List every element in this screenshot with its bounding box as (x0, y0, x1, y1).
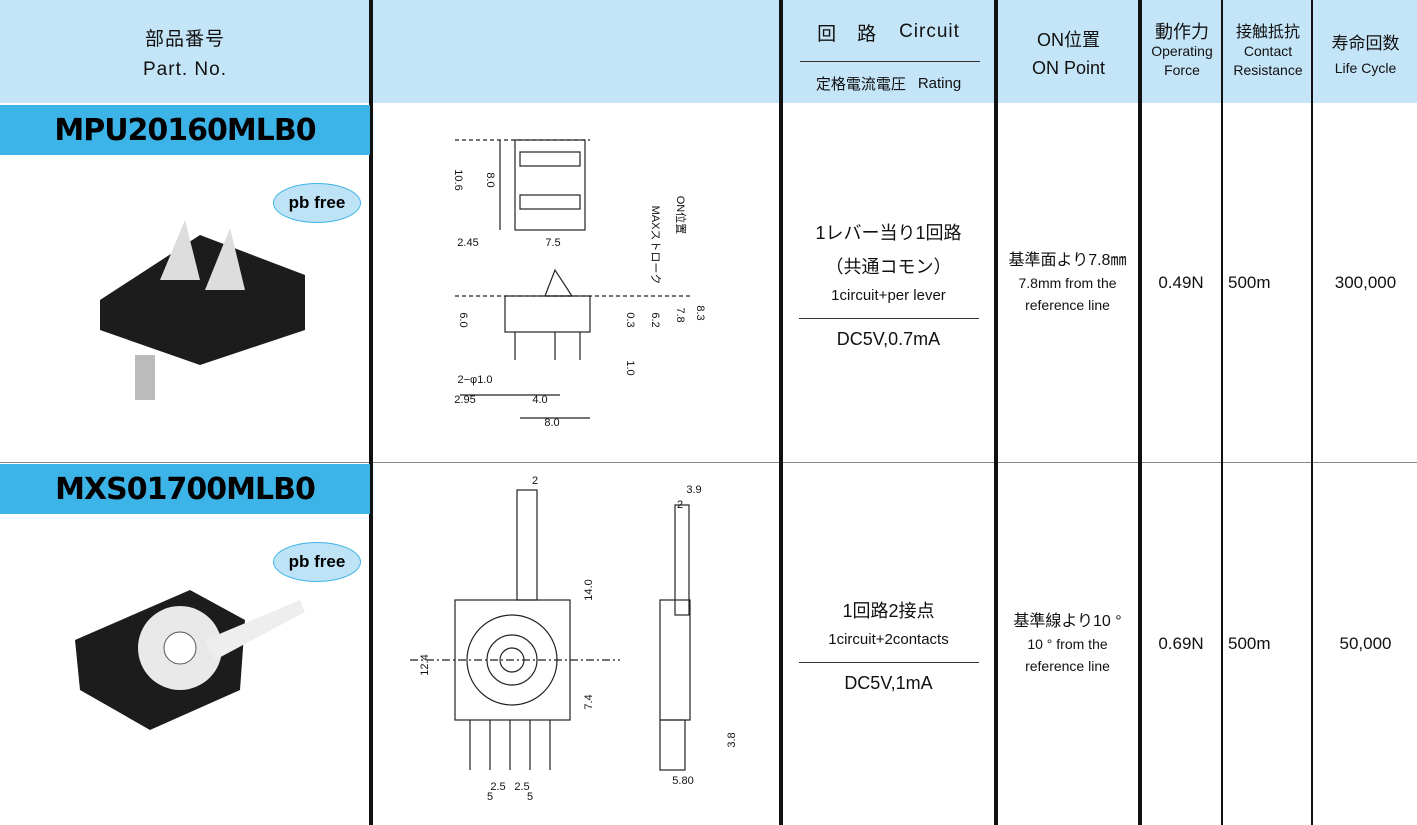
resistance: 500m (1228, 272, 1271, 292)
dimension-label: 4.0 (532, 394, 547, 406)
dimension-label: 2.95 (454, 394, 475, 406)
rating: DC5V,1mA (844, 673, 933, 693)
circuit-cell: 1レバー当り1回路 （共通コモン） 1circuit+per lever DC5V,0… (782, 103, 995, 462)
drawing-1 (455, 139, 690, 419)
circuit-text: 1circuit+2contacts (828, 631, 949, 648)
dimension-label: 5.80 (672, 775, 693, 787)
header-resistance: 接触抵抗 Contact Resistance (1224, 4, 1312, 99)
dimension-label: 14.0 (583, 579, 595, 600)
header-text: Operating (1151, 43, 1213, 59)
header-text: 接触抵抗 (1235, 24, 1300, 41)
column-line (779, 0, 783, 825)
dimension-label: ON位置 (674, 196, 688, 235)
circuit-text: 1レバー当り1回路 (815, 223, 962, 243)
circuit-cell: 1回路2接点 1circuit+2contacts DC5V,1mA (782, 462, 995, 825)
dimension-label: MAXストローク (649, 206, 662, 285)
photo-2 (75, 590, 305, 730)
dimension-label: 2.5 (514, 781, 529, 793)
header-band (0, 0, 1417, 103)
dimension-label: 5 (487, 791, 493, 803)
part-no: MPU20160MLB0 (0, 105, 370, 155)
life-cycle: 50,000 (1339, 633, 1392, 653)
on-point-text: 基準線より10 ° (1013, 612, 1122, 630)
header-force: 動作力 Operating Force (1142, 4, 1222, 99)
dimension-label: 7.4 (583, 694, 595, 709)
dimension-label: 3.9 (686, 484, 701, 496)
header-life: 寿命回数 Life Cycle (1314, 20, 1417, 85)
header-text: Force (1164, 62, 1200, 78)
row-divider (0, 462, 1417, 463)
dimension-label: 12.4 (419, 654, 431, 675)
part-no: MXS01700MLB0 (0, 464, 370, 514)
circuit-text: 1circuit+per lever (831, 287, 946, 304)
dimension-label: 2.5 (490, 781, 505, 793)
drawing-2 (410, 489, 691, 771)
pb-free-badge: pb free (273, 542, 361, 582)
on-point-text: reference line (1025, 657, 1110, 674)
on-point-text: 10 ° from the (1027, 635, 1108, 652)
photo-1 (100, 220, 305, 400)
header-text: 回 路 (817, 23, 878, 45)
on-point-text: 7.8mm from the (1018, 274, 1117, 291)
column-line (1311, 0, 1313, 825)
divider (798, 318, 979, 319)
header-part-no: 部品番号 Part. No. (0, 20, 370, 85)
header-text: Life Cycle (1334, 60, 1397, 76)
on-point-cell: 基準面より7.8㎜ 7.8mm from the reference line (997, 103, 1138, 462)
header-text: 部品番号 (144, 29, 225, 50)
dimension-label: 8.3 (694, 305, 706, 320)
dimension-label: 0.3 (624, 312, 636, 327)
dimension-label: 2.45 (457, 237, 478, 249)
rating: DC5V,0.7mA (836, 329, 941, 349)
header-text: Contact (1243, 43, 1293, 59)
force: 0.69N (1158, 633, 1204, 653)
dimension-label: 3.8 (726, 732, 738, 747)
column-line (369, 0, 373, 825)
divider (798, 662, 979, 663)
column-line (1221, 0, 1223, 825)
header-text: Circuit (899, 21, 960, 42)
dimension-label: 2−φ1.0 (458, 374, 493, 386)
header-text: 寿命回数 (1331, 34, 1400, 53)
dimension-label: 6.2 (649, 312, 661, 327)
header-rating: 定格電流電圧 Rating (782, 68, 995, 98)
on-point-text: 基準面より7.8㎜ (1008, 251, 1127, 269)
header-text: ON位置 (1037, 30, 1100, 50)
life-cycle: 300,000 (1334, 272, 1397, 292)
dimension-label: 10.6 (452, 169, 464, 190)
dimension-label: 8.0 (544, 417, 559, 429)
header-text: 定格電流電圧 (815, 75, 906, 93)
dimension-label: 8.0 (484, 172, 496, 187)
on-point-cell: 基準線より10 ° 10 ° from the reference line (997, 462, 1138, 825)
force: 0.49N (1158, 272, 1204, 292)
circuit-text: 1回路2接点 (842, 601, 935, 621)
dimension-label: 7.5 (545, 237, 560, 249)
dimension-label: 6.0 (457, 312, 469, 327)
dimension-label: 2 (677, 499, 683, 511)
divider (800, 61, 980, 62)
header-text: Part. No. (143, 59, 227, 80)
dimension-label: 2 (532, 475, 538, 487)
circuit-text: （共通コモン） (825, 257, 952, 277)
dimension-label: 5 (527, 791, 533, 803)
header-text: Rating (917, 74, 962, 92)
header-text: 動作力 (1155, 22, 1209, 42)
dimension-label: 7.8 (674, 307, 686, 322)
header-text: ON Point (1031, 58, 1106, 78)
column-line (994, 0, 998, 825)
header-text: Resistance (1233, 62, 1303, 78)
dimension-label: 1.0 (624, 360, 636, 375)
header-on-point: ON位置 ON Point (997, 20, 1140, 85)
header-circuit: 回 路 Circuit (782, 14, 995, 50)
on-point-text: reference line (1025, 296, 1110, 313)
column-line (1138, 0, 1142, 825)
resistance: 500m (1228, 633, 1271, 653)
pb-free-badge: pb free (273, 183, 361, 223)
